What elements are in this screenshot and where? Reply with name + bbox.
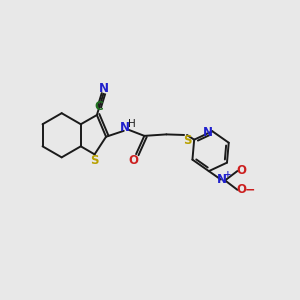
Text: S: S [90, 154, 99, 167]
Text: C: C [95, 100, 103, 113]
Text: O: O [237, 164, 247, 178]
Text: S: S [183, 134, 191, 147]
Text: +: + [224, 170, 231, 179]
Text: O: O [237, 183, 247, 196]
Text: −: − [244, 184, 255, 197]
Text: N: N [217, 173, 227, 186]
Text: O: O [129, 154, 139, 166]
Text: N: N [203, 126, 213, 139]
Text: N: N [99, 82, 109, 95]
Text: H: H [128, 119, 135, 129]
Text: N: N [120, 122, 130, 134]
